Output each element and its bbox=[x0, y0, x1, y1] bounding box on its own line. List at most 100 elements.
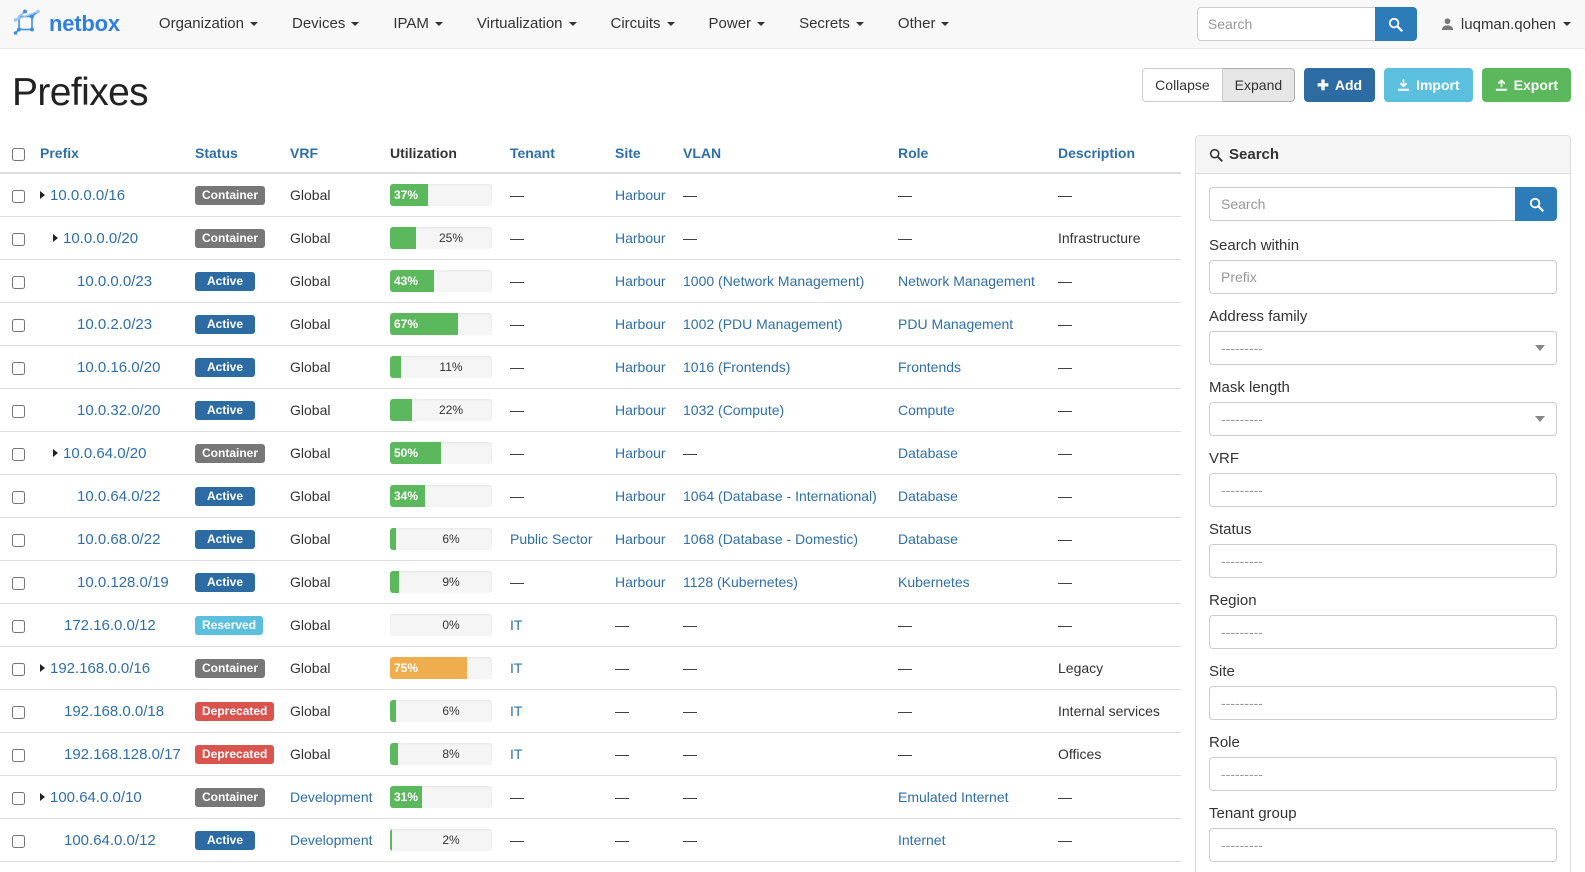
row-checkbox[interactable] bbox=[12, 619, 25, 633]
filter-input-region[interactable]: --------- bbox=[1209, 615, 1557, 649]
col-header-vrf[interactable]: VRF bbox=[284, 135, 384, 174]
expand-toggle-icon[interactable] bbox=[53, 234, 58, 242]
row-checkbox[interactable] bbox=[12, 662, 25, 676]
site-link[interactable]: Harbour bbox=[615, 488, 666, 504]
global-search-input[interactable] bbox=[1196, 7, 1375, 41]
import-button[interactable]: Import bbox=[1384, 68, 1473, 102]
filter-input-address-family[interactable]: --------- bbox=[1209, 331, 1557, 365]
filter-input-search-within[interactable]: Prefix bbox=[1209, 260, 1557, 294]
row-checkbox[interactable] bbox=[12, 490, 25, 504]
prefix-link[interactable]: 192.168.0.0/18 bbox=[64, 702, 165, 720]
vrf-link[interactable]: Development bbox=[290, 789, 373, 805]
expand-toggle-icon[interactable] bbox=[53, 449, 58, 457]
prefix-link[interactable]: 100.64.0.0/12 bbox=[64, 831, 156, 849]
row-checkbox[interactable] bbox=[12, 705, 25, 719]
site-link[interactable]: Harbour bbox=[615, 445, 666, 461]
row-checkbox[interactable] bbox=[12, 533, 25, 547]
role-link[interactable]: PDU Management bbox=[898, 316, 1014, 332]
sidebar-search-input[interactable] bbox=[1209, 187, 1515, 221]
col-header-site[interactable]: Site bbox=[609, 135, 677, 174]
row-checkbox[interactable] bbox=[12, 189, 25, 203]
site-link[interactable]: Harbour bbox=[615, 574, 666, 590]
expand-toggle-icon[interactable] bbox=[40, 191, 45, 199]
global-search-button[interactable] bbox=[1374, 7, 1417, 41]
col-header-prefix[interactable]: Prefix bbox=[34, 135, 189, 174]
vlan-link[interactable]: 1002 (PDU Management) bbox=[683, 316, 843, 332]
site-link[interactable]: Harbour bbox=[615, 359, 666, 375]
nav-item-virtualization[interactable]: Virtualization bbox=[460, 0, 594, 48]
tenant-link[interactable]: IT bbox=[510, 703, 523, 719]
col-header-vlan[interactable]: VLAN bbox=[677, 135, 892, 174]
nav-item-power[interactable]: Power bbox=[692, 0, 783, 48]
role-link[interactable]: Frontends bbox=[898, 359, 962, 375]
row-checkbox[interactable] bbox=[12, 232, 25, 246]
site-link[interactable]: Harbour bbox=[615, 531, 666, 547]
expand-toggle-icon[interactable] bbox=[40, 664, 45, 672]
vlan-link[interactable]: 1068 (Database - Domestic) bbox=[683, 531, 859, 547]
row-checkbox[interactable] bbox=[12, 748, 25, 762]
row-checkbox[interactable] bbox=[12, 361, 25, 375]
role-link[interactable]: Database bbox=[898, 445, 958, 461]
vlan-link[interactable]: 1000 (Network Management) bbox=[683, 273, 865, 289]
prefix-link[interactable]: 192.168.128.0/17 bbox=[64, 745, 181, 763]
role-link[interactable]: Database bbox=[898, 531, 958, 547]
col-header-description[interactable]: Description bbox=[1052, 135, 1181, 174]
vlan-link[interactable]: 1064 (Database - International) bbox=[683, 488, 877, 504]
filter-input-site[interactable]: --------- bbox=[1209, 686, 1557, 720]
row-checkbox[interactable] bbox=[12, 404, 25, 418]
add-button[interactable]: ✚ Add bbox=[1304, 68, 1376, 102]
filter-input-tenant-group[interactable]: --------- bbox=[1209, 828, 1557, 862]
row-checkbox[interactable] bbox=[12, 576, 25, 590]
vrf-link[interactable]: Development bbox=[290, 832, 373, 848]
site-link[interactable]: Harbour bbox=[615, 316, 666, 332]
tenant-link[interactable]: IT bbox=[510, 746, 523, 762]
filter-input-status[interactable]: --------- bbox=[1209, 544, 1557, 578]
col-header-status[interactable]: Status bbox=[189, 135, 284, 174]
prefix-link[interactable]: 100.64.0.0/10 bbox=[50, 788, 142, 806]
prefix-link[interactable]: 10.0.64.0/22 bbox=[77, 487, 161, 505]
prefix-link[interactable]: 192.168.0.0/16 bbox=[50, 659, 151, 677]
filter-input-role[interactable]: --------- bbox=[1209, 757, 1557, 791]
prefix-link[interactable]: 10.0.0.0/23 bbox=[77, 272, 153, 290]
col-header-role[interactable]: Role bbox=[892, 135, 1052, 174]
role-link[interactable]: Network Management bbox=[898, 273, 1035, 289]
site-link[interactable]: Harbour bbox=[615, 402, 666, 418]
site-link[interactable]: Harbour bbox=[615, 230, 666, 246]
role-link[interactable]: Emulated Internet bbox=[898, 789, 1009, 805]
row-checkbox[interactable] bbox=[12, 318, 25, 332]
nav-item-other[interactable]: Other bbox=[881, 0, 967, 48]
prefix-link[interactable]: 10.0.68.0/22 bbox=[77, 530, 161, 548]
brand-logo[interactable]: netbox bbox=[10, 8, 120, 41]
nav-item-secrets[interactable]: Secrets bbox=[782, 0, 881, 48]
user-menu[interactable]: luqman.qohen bbox=[1441, 16, 1571, 33]
row-checkbox[interactable] bbox=[12, 447, 25, 461]
prefix-link[interactable]: 10.0.0.0/16 bbox=[50, 186, 126, 204]
site-link[interactable]: Harbour bbox=[615, 187, 666, 203]
prefix-link[interactable]: 10.0.128.0/19 bbox=[77, 573, 169, 591]
row-checkbox[interactable] bbox=[12, 791, 25, 805]
prefix-link[interactable]: 10.0.2.0/23 bbox=[77, 315, 153, 333]
role-link[interactable]: Internet bbox=[898, 832, 946, 848]
vlan-link[interactable]: 1016 (Frontends) bbox=[683, 359, 791, 375]
export-button[interactable]: Export bbox=[1481, 68, 1571, 102]
role-link[interactable]: Compute bbox=[898, 402, 955, 418]
select-all-checkbox[interactable] bbox=[12, 147, 25, 161]
collapse-button[interactable]: Collapse bbox=[1142, 68, 1223, 102]
nav-item-devices[interactable]: Devices bbox=[275, 0, 376, 48]
prefix-link[interactable]: 172.16.0.0/12 bbox=[64, 616, 156, 634]
vlan-link[interactable]: 1128 (Kubernetes) bbox=[683, 574, 798, 590]
prefix-link[interactable]: 10.0.0.0/20 bbox=[63, 229, 139, 247]
expand-button[interactable]: Expand bbox=[1222, 68, 1296, 102]
nav-item-ipam[interactable]: IPAM bbox=[376, 0, 460, 48]
role-link[interactable]: Database bbox=[898, 488, 958, 504]
col-header-tenant[interactable]: Tenant bbox=[504, 135, 609, 174]
prefix-link[interactable]: 10.0.16.0/20 bbox=[77, 358, 161, 376]
vlan-link[interactable]: 1032 (Compute) bbox=[683, 402, 785, 418]
filter-input-vrf[interactable]: --------- bbox=[1209, 473, 1557, 507]
row-checkbox[interactable] bbox=[12, 834, 25, 848]
filter-input-mask-length[interactable]: --------- bbox=[1209, 402, 1557, 436]
nav-item-circuits[interactable]: Circuits bbox=[594, 0, 692, 48]
row-checkbox[interactable] bbox=[12, 275, 25, 289]
expand-toggle-icon[interactable] bbox=[40, 793, 45, 801]
tenant-link[interactable]: Public Sector bbox=[510, 531, 593, 547]
